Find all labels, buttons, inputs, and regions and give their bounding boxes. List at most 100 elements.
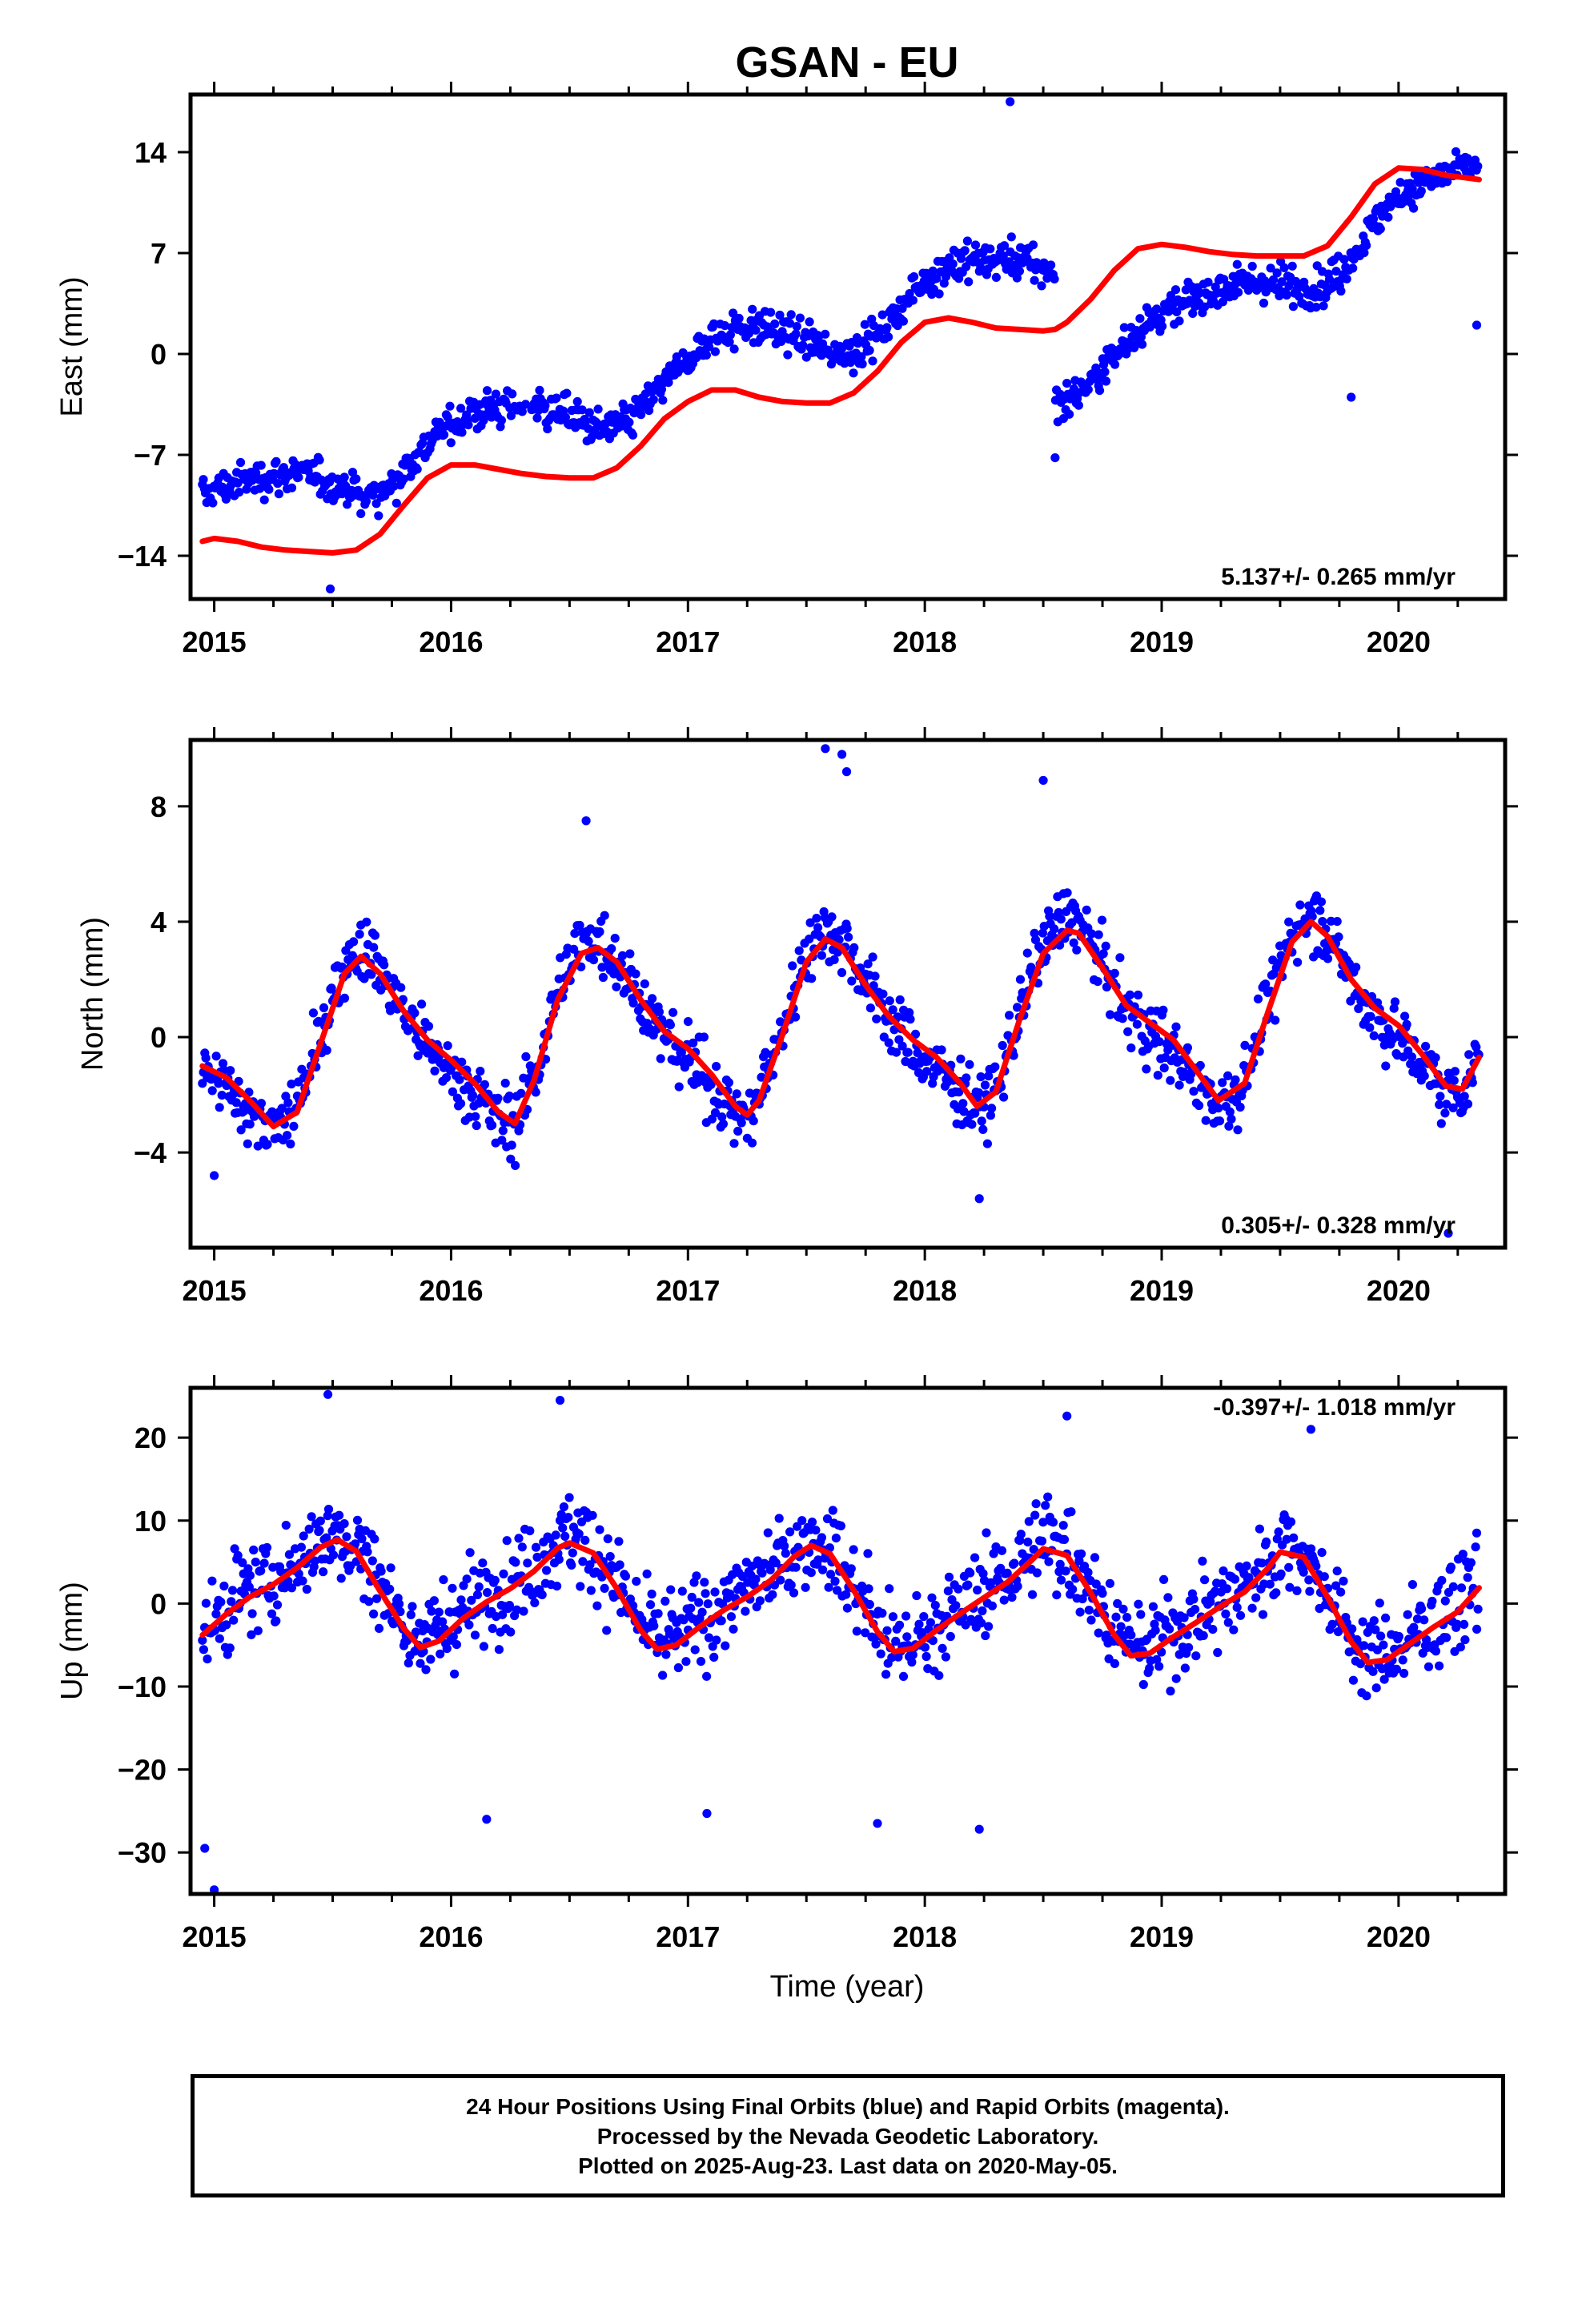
north-point [455, 1075, 464, 1084]
east-point [1234, 287, 1243, 297]
east-ytick-label: 0 [151, 338, 167, 371]
east-xtick-label: 2016 [419, 625, 483, 658]
east-point [356, 509, 366, 519]
up-point [395, 1599, 404, 1609]
up-point [1180, 1663, 1190, 1673]
east-point [656, 384, 667, 394]
up-point [302, 1584, 311, 1594]
north-point [683, 1017, 693, 1027]
north-point [1142, 1064, 1151, 1074]
north-point [829, 955, 839, 964]
up-point [363, 1547, 372, 1557]
up-point [1068, 1585, 1078, 1594]
north-point [1195, 1100, 1204, 1111]
up-point [658, 1671, 668, 1680]
north-point [674, 1082, 684, 1092]
up-point [233, 1550, 243, 1560]
up-xtick-label: 2017 [656, 1920, 720, 1953]
east-ytick-label: −7 [134, 439, 167, 472]
north-point [1435, 1100, 1444, 1109]
up-point [1306, 1425, 1315, 1434]
north-point [362, 917, 371, 927]
north-point [970, 1108, 980, 1118]
east-point [259, 495, 269, 505]
north-point [813, 923, 823, 932]
north-point [644, 1023, 654, 1033]
north-point [472, 1120, 481, 1131]
north-point [588, 955, 599, 965]
east-data-layer [198, 97, 1483, 594]
up-point [1134, 1599, 1143, 1609]
north-point [319, 1003, 329, 1012]
east-point [577, 405, 587, 415]
up-point [1247, 1603, 1257, 1613]
up-point [1440, 1596, 1450, 1606]
up-point [828, 1506, 837, 1515]
east-point [517, 407, 527, 416]
east-point [986, 244, 995, 254]
east-point [868, 356, 877, 366]
north-point [1323, 954, 1333, 963]
up-point [1163, 1593, 1173, 1602]
north-model-curve [199, 919, 1482, 1130]
north-point [844, 932, 853, 942]
north-point [1399, 1052, 1408, 1062]
up-point [757, 1568, 767, 1578]
north-point [980, 1080, 990, 1090]
up-point [954, 1584, 963, 1594]
east-point [928, 266, 938, 275]
up-point [404, 1659, 413, 1668]
up-point [229, 1615, 239, 1625]
up-point [247, 1609, 257, 1618]
east-point [1277, 277, 1287, 287]
east-point [235, 488, 244, 497]
north-point [987, 1104, 997, 1113]
east-point [1172, 307, 1182, 316]
up-point [1456, 1642, 1465, 1652]
east-point [1348, 263, 1358, 273]
up-ytick-label: 0 [151, 1587, 167, 1620]
up-point [1059, 1534, 1070, 1544]
up-point [568, 1548, 577, 1558]
footer-line-processed-by: Processed by the Nevada Geodetic Laborat… [596, 2123, 1099, 2149]
east-point [371, 499, 381, 509]
up-point [1381, 1613, 1391, 1622]
up-point [580, 1535, 590, 1545]
up-point [986, 1578, 996, 1587]
north-point [1189, 1087, 1199, 1096]
up-point [1043, 1492, 1053, 1502]
north-point [1400, 1011, 1410, 1021]
up-point [704, 1633, 714, 1642]
north-point [1253, 994, 1263, 1003]
up-point [1317, 1548, 1327, 1558]
north-point [1045, 911, 1054, 921]
east-point [315, 455, 324, 465]
up-point [1165, 1624, 1174, 1634]
up-point [1472, 1624, 1482, 1634]
north-point [575, 920, 584, 931]
up-point [595, 1525, 604, 1534]
north-point [1174, 1080, 1184, 1090]
up-point [938, 1643, 947, 1653]
north-point [1115, 953, 1125, 963]
up-point [1031, 1499, 1041, 1509]
up-point [336, 1574, 346, 1583]
up-point [973, 1585, 982, 1595]
up-point [1126, 1630, 1136, 1640]
north-point [1227, 1114, 1236, 1124]
up-point [439, 1575, 448, 1585]
up-point [483, 1588, 492, 1598]
up-point [1027, 1590, 1038, 1599]
up-point [225, 1643, 235, 1653]
east-point [705, 342, 714, 352]
north-point [717, 1112, 727, 1122]
north-xtick-label: 2016 [419, 1274, 483, 1307]
up-point [227, 1597, 236, 1606]
up-point [198, 1635, 207, 1645]
north-point [1062, 888, 1072, 898]
north-point [610, 934, 620, 943]
up-point [632, 1577, 641, 1586]
north-point [905, 1007, 914, 1018]
north-point [1334, 932, 1343, 942]
up-point [201, 1598, 211, 1608]
